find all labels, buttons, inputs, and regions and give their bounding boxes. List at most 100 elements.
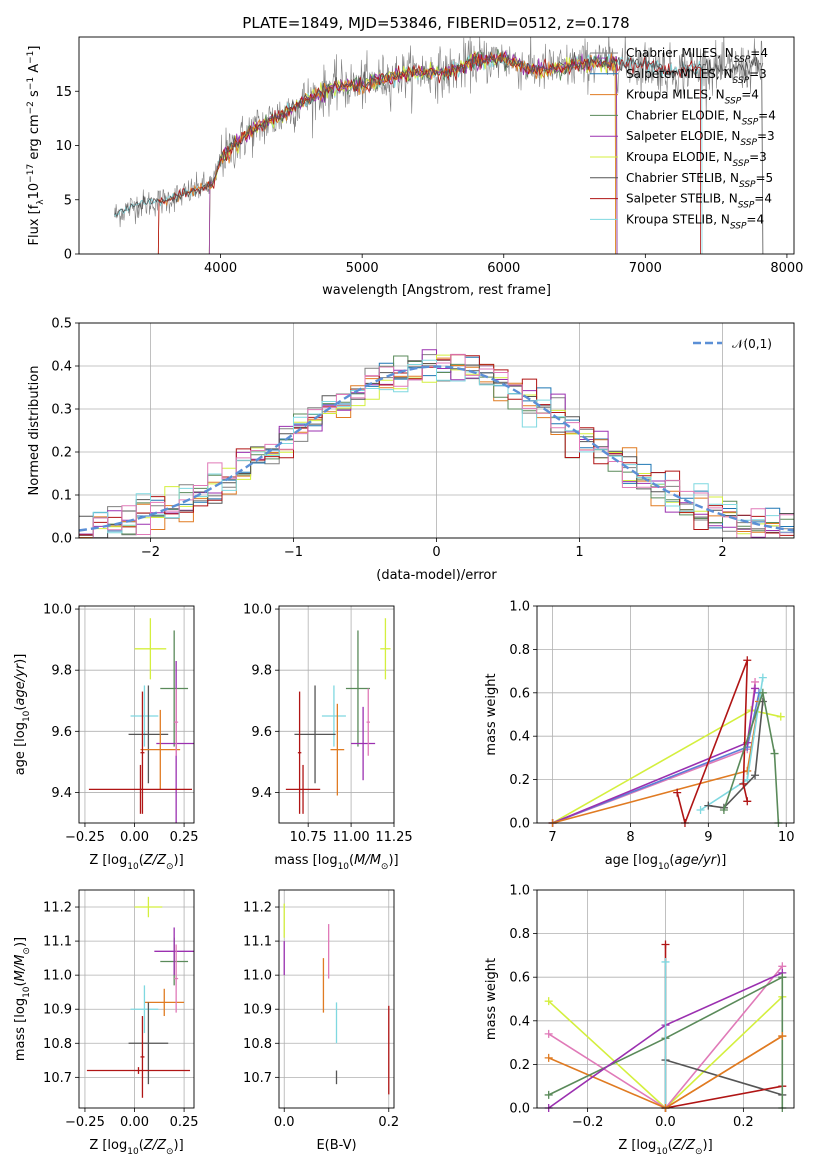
y-tick-label: 11.2 (43, 901, 72, 916)
y-tick-label: 11.0 (43, 969, 72, 984)
legend-label: Chabrier STELIB, NSSP=5 (626, 171, 773, 190)
y-tick-label: 9.8 (251, 664, 272, 679)
weight-marker (719, 805, 728, 814)
x-tick-label: 6000 (487, 261, 520, 276)
weight-line (708, 701, 764, 809)
weight-marker (544, 1090, 553, 1099)
figure-title: PLATE=1849, MJD=53846, FIBERID=0512, z=0… (242, 14, 629, 32)
weight-marker (776, 712, 785, 721)
histogram-line (79, 359, 794, 538)
y-tick-label: 9.6 (51, 725, 72, 740)
axes-frame (78, 36, 795, 255)
weight-marker (743, 656, 752, 665)
y-tick-label: 0.4 (51, 360, 72, 375)
legend-label: Salpeter MILES, NSSP=3 (626, 67, 767, 86)
x-tick-label: 0.0 (655, 1115, 676, 1130)
weight-marker (704, 801, 713, 810)
y-tick-label: 0.8 (509, 643, 530, 658)
x-tick-label: 0.2 (733, 1115, 754, 1130)
y-tick-label: 0.5 (51, 317, 72, 332)
y-tick-label: 0.6 (509, 686, 530, 701)
y-tick-label: 0.0 (51, 532, 72, 547)
y-tick-label: 0.0 (509, 1102, 530, 1117)
x-axis-label: mass [log10(M/M⊙)] (274, 853, 398, 872)
y-tick-label: 10 (55, 139, 72, 154)
y-tick-label: 10.9 (243, 1003, 272, 1018)
x-tick-label: −1 (284, 545, 303, 560)
y-tick-label: 15 (55, 85, 72, 100)
y-tick-label: 11.1 (243, 935, 272, 950)
chart-age-weight: 7 8 9 10 0.0 0.2 0.4 0.6 0.8 1.0 age [log10(age/yr… (484, 600, 794, 873)
axes-frame (278, 605, 395, 824)
y-tick-label: 0.3 (51, 403, 72, 418)
x-tick-label: 10 (778, 830, 795, 845)
y-tick-label: 10.8 (43, 1037, 72, 1052)
y-tick-label: 1.0 (509, 600, 530, 615)
x-tick-label: 0.0 (274, 1115, 295, 1130)
chart-ebv-mass: 0.0 0.2 10.7 10.8 10.9 11.0 11.1 11.2 E(B-V) (243, 889, 399, 1153)
legend-label: Kroupa MILES, NSSP=4 (626, 88, 759, 107)
weight-marker (696, 805, 705, 814)
x-tick-label: −0.2 (572, 1115, 604, 1130)
x-tick-label: 1 (575, 545, 583, 560)
chart-z-weight: −0.2 0.0 0.2 0.0 0.2 0.4 0.6 0.8 1.0 Z [log10(Z/Z… (484, 884, 795, 1157)
legend-label: Chabrier ELODIE, NSSP=4 (626, 108, 776, 127)
weight-marker (673, 788, 682, 797)
weight-line (665, 1035, 783, 1108)
y-tick-label: 0 (64, 248, 72, 263)
x-axis-label: wavelength [Angstrom, rest frame] (322, 283, 551, 298)
y-axis-label: mass [log10(M/M⊙)] (13, 937, 32, 1061)
legend-label: Chabrier MILES, NSSP=4 (626, 46, 768, 65)
y-tick-label: 0.1 (51, 489, 72, 504)
legend-label: Kroupa ELODIE, NSSP=3 (626, 150, 767, 169)
legend-label: 𝒩(0,1) (732, 337, 772, 351)
weight-marker (778, 973, 787, 982)
y-tick-label: 9.4 (251, 786, 272, 801)
y-axis-label: mass weight (484, 673, 499, 755)
legend-label: Kroupa STELIB, NSSP=4 (626, 212, 764, 231)
y-tick-label: 5 (64, 193, 72, 208)
x-axis-label: age [log10(age/yr)] (605, 853, 727, 872)
y-tick-label: 1.0 (509, 884, 530, 899)
x-tick-label: 2 (718, 545, 726, 560)
x-tick-label: 11.00 (332, 830, 369, 845)
y-tick-label: 9.8 (51, 664, 72, 679)
axes-frame (78, 322, 795, 539)
y-axis-label: Normed distribution (27, 366, 42, 496)
weight-marker (544, 1029, 553, 1038)
weight-marker (661, 940, 670, 949)
x-tick-label: −0.25 (65, 1115, 105, 1130)
x-tick-label: 0.00 (120, 830, 149, 845)
y-tick-label: 10.8 (243, 1037, 272, 1052)
x-tick-label: −2 (141, 545, 160, 560)
x-tick-label: 0.25 (170, 1115, 199, 1130)
weight-marker (739, 779, 748, 788)
y-tick-label: 11.1 (43, 935, 72, 950)
axes-frame (78, 605, 195, 824)
x-axis-label: Z [log10(Z/Z⊙)] (89, 1138, 183, 1157)
chart-z-mass: −0.25 0.00 0.25 10.7 10.8 10.9 11.0 11.1 11.2 Z [… (13, 889, 199, 1157)
weight-line (665, 1085, 783, 1108)
chart-spectrum: 4000 5000 6000 7000 8000 0 5 10 15 wavelength [An… (26, 36, 803, 298)
y-tick-label: 10.7 (243, 1071, 272, 1086)
y-tick-label: 10.9 (43, 1003, 72, 1018)
x-tick-label: 0 (432, 545, 440, 560)
x-tick-label: −0.25 (65, 830, 105, 845)
weight-marker (661, 957, 670, 966)
y-tick-label: 11.0 (243, 969, 272, 984)
y-axis-label: mass weight (484, 958, 499, 1040)
x-tick-label: 0.2 (378, 1115, 399, 1130)
weight-marker (544, 1053, 553, 1062)
x-tick-label: 8000 (770, 261, 803, 276)
chart-residuals: −2 −1 0 1 2 0.0 0.1 0.2 0.3 0.4 0.5 (data-model)/er… (27, 317, 795, 583)
weight-marker (758, 688, 767, 697)
weight-marker (778, 1032, 787, 1041)
x-tick-label: 0.25 (170, 830, 199, 845)
weight-line (548, 996, 783, 1108)
spectrum-line (114, 51, 764, 254)
y-tick-label: 10.7 (43, 1071, 72, 1086)
y-axis-label: Flux [fλ10−17 erg cm−2 s−1 A−1] (26, 46, 46, 246)
x-tick-label: 4000 (204, 261, 237, 276)
weight-marker (751, 771, 760, 780)
